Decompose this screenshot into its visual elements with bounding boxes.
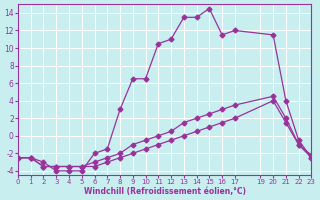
X-axis label: Windchill (Refroidissement éolien,°C): Windchill (Refroidissement éolien,°C): [84, 187, 246, 196]
